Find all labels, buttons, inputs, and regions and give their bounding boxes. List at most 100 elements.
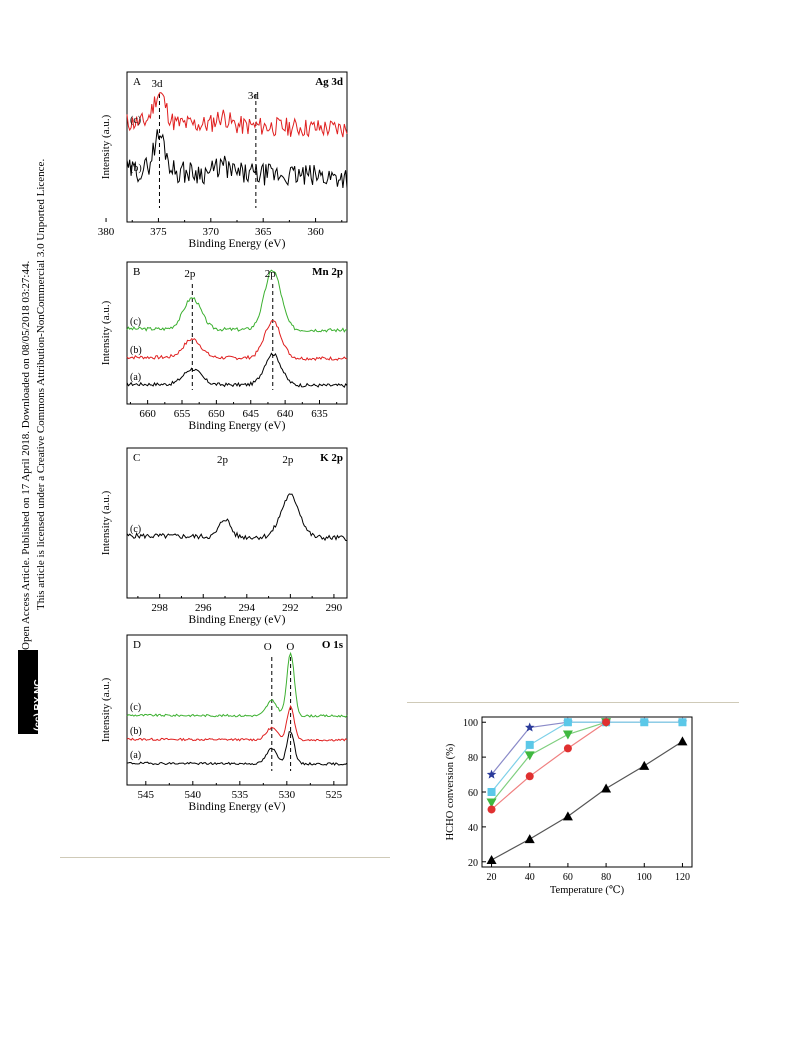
x-tick-label: 380 xyxy=(98,226,115,238)
peak-annotation: 3d xyxy=(248,90,260,102)
sidebar: Open Access Article. Published on 17 Apr… xyxy=(0,0,60,734)
x-tick-label: 650 xyxy=(208,408,225,420)
series-line xyxy=(491,721,607,810)
x-tick-label: 635 xyxy=(311,408,328,420)
series-line xyxy=(491,721,683,793)
peak-annotation: O xyxy=(286,641,294,653)
x-tick-label: 640 xyxy=(277,408,294,420)
x-tick-label: 660 xyxy=(139,408,156,420)
peak-annotation: 2p xyxy=(265,268,277,280)
x-tick-label: 370 xyxy=(203,226,220,238)
x-axis-label: Binding Energy (eV) xyxy=(189,614,286,626)
x-tick-label: 530 xyxy=(279,789,296,801)
data-point xyxy=(525,772,534,781)
data-point xyxy=(486,798,497,808)
x-tick-label: 525 xyxy=(326,789,343,801)
series-label: (c) xyxy=(130,702,141,713)
data-point xyxy=(562,811,573,821)
panel-title: Mn 2p xyxy=(312,266,343,278)
plot-frame xyxy=(126,261,348,405)
x-tick-label: 294 xyxy=(239,602,256,614)
data-point xyxy=(563,744,572,753)
series-label: (b) xyxy=(130,163,142,174)
data-point xyxy=(524,751,535,761)
plot-frame xyxy=(126,634,348,786)
cc-license-badge[interactable]: (cc) BY-NC xyxy=(18,650,44,734)
x-tick-label: 535 xyxy=(232,789,249,801)
panel-label: B xyxy=(133,266,140,278)
x-tick-label: 20 xyxy=(487,872,497,883)
x-tick-label: 375 xyxy=(150,226,167,238)
spectrum-line xyxy=(126,319,348,361)
right-divider xyxy=(407,702,739,703)
x-axis-label: Binding Energy (eV) xyxy=(189,238,286,250)
x-tick-label: 540 xyxy=(185,789,202,801)
data-point xyxy=(486,855,497,865)
series-label: (a) xyxy=(130,372,141,383)
series-label: (c) xyxy=(130,316,141,327)
panel-title: O 1s xyxy=(322,639,344,651)
plot-frame xyxy=(481,716,693,868)
y-tick-label: 80 xyxy=(468,753,478,764)
x-axis-label: Binding Energy (eV) xyxy=(189,420,286,432)
peak-annotation: 3d xyxy=(151,78,163,90)
data-point xyxy=(562,730,573,740)
spectrum-line xyxy=(126,731,348,766)
x-tick-label: 60 xyxy=(563,872,573,883)
peak-annotation: 2p xyxy=(184,268,196,280)
spectrum-line xyxy=(126,352,348,389)
xps-panel-d: 545 540 535 530 525 Binding Energy (eV) Intens… xyxy=(100,634,348,813)
panel-label: A xyxy=(133,76,141,88)
data-point xyxy=(640,718,649,727)
x-tick-label: 645 xyxy=(243,408,260,420)
series-line xyxy=(491,740,683,861)
y-axis-label: Intensity (a.u.) xyxy=(100,677,112,742)
series-line xyxy=(491,721,607,803)
y-axis-label: Intensity (a.u.) xyxy=(100,490,112,555)
y-tick-label: 60 xyxy=(468,788,478,799)
panel-label: D xyxy=(133,639,141,651)
y-tick-label: 100 xyxy=(463,718,478,729)
panel-title: K 2p xyxy=(320,452,343,464)
spectrum-line xyxy=(126,493,348,542)
x-tick-label: 290 xyxy=(326,602,343,614)
x-tick-label: 298 xyxy=(151,602,168,614)
data-point xyxy=(602,718,611,727)
xps-panel-c: 298 296 294 292 290 Binding Energy (eV) Intens… xyxy=(100,447,348,626)
y-axis-label: Intensity (a.u.) xyxy=(100,114,112,179)
series-label: (a) xyxy=(130,750,141,761)
x-tick-label: 40 xyxy=(525,872,535,883)
y-axis-label: HCHO conversion (%) xyxy=(445,743,456,840)
peak-annotation: O xyxy=(264,641,272,653)
x-tick-label: 365 xyxy=(255,226,272,238)
data-point xyxy=(563,718,572,727)
x-tick-label: 296 xyxy=(195,602,212,614)
plot-frame xyxy=(126,447,348,599)
spectrum-line xyxy=(126,92,348,138)
spectrum-line xyxy=(126,269,348,333)
series-label: (b) xyxy=(130,726,142,737)
series-label: (b) xyxy=(130,345,142,356)
xps-panel-b: 660 655 650 645 640 635 Binding Energy (eV) Int… xyxy=(100,261,348,432)
x-axis-label: Binding Energy (eV) xyxy=(189,801,286,813)
data-point xyxy=(487,788,496,796)
x-tick-label: 655 xyxy=(174,408,191,420)
panel-label: C xyxy=(133,452,140,464)
plot-frame xyxy=(126,71,348,223)
data-point xyxy=(639,760,650,770)
data-point xyxy=(525,722,535,732)
data-point xyxy=(525,740,534,749)
spectrum-line xyxy=(126,704,348,742)
license-notice[interactable]: This article is licensed under a Creativ… xyxy=(35,158,47,610)
data-point xyxy=(678,718,687,727)
panel-title: Ag 3d xyxy=(315,76,343,88)
x-tick-label: 360 xyxy=(307,226,324,238)
peak-annotation: 2p xyxy=(217,454,229,466)
data-point xyxy=(487,805,496,814)
x-tick-label: 120 xyxy=(675,872,690,883)
cc-license-label: (cc) BY-NC xyxy=(33,679,44,731)
spectrum-line xyxy=(126,129,348,189)
x-axis-label: Temperature (℃) xyxy=(550,885,625,896)
y-axis-label: Intensity (a.u.) xyxy=(100,300,112,365)
spectrum-line xyxy=(126,651,348,718)
